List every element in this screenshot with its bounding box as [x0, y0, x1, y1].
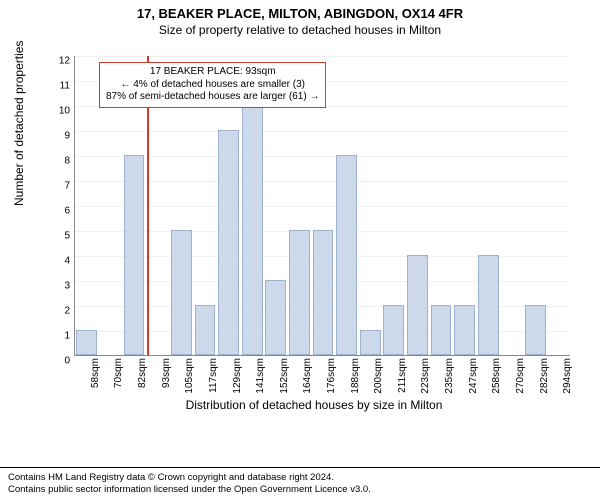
- y-tick-label: 4: [54, 256, 70, 267]
- x-tick-label: 82sqm: [137, 358, 148, 388]
- x-tick-label: 164sqm: [302, 358, 313, 394]
- bar: [336, 155, 357, 355]
- bar: [360, 330, 381, 355]
- y-tick-label: 6: [54, 206, 70, 217]
- y-axis-ticks: 0123456789101112: [54, 56, 72, 356]
- x-tick-label: 211sqm: [397, 358, 408, 393]
- x-tick-label: 70sqm: [113, 358, 124, 388]
- bar: [265, 280, 286, 355]
- x-tick-label: 282sqm: [539, 358, 550, 394]
- bar: [76, 330, 97, 355]
- bar: [407, 255, 428, 355]
- y-tick-label: 5: [54, 231, 70, 242]
- y-tick-label: 7: [54, 181, 70, 192]
- x-tick-label: 247sqm: [468, 358, 479, 394]
- x-tick-label: 235sqm: [444, 358, 455, 394]
- bar: [218, 130, 239, 355]
- bar: [383, 305, 404, 355]
- page-title: 17, BEAKER PLACE, MILTON, ABINGDON, OX14…: [0, 6, 600, 21]
- footer-line-2: Contains public sector information licen…: [8, 484, 592, 496]
- x-tick-label: 200sqm: [373, 358, 384, 394]
- x-axis-label: Distribution of detached houses by size …: [54, 398, 574, 412]
- x-tick-label: 176sqm: [326, 358, 337, 394]
- x-tick-label: 223sqm: [420, 358, 431, 394]
- x-tick-label: 105sqm: [184, 358, 195, 394]
- callout-line-3: 87% of semi-detached houses are larger (…: [106, 91, 319, 104]
- bar: [242, 105, 263, 355]
- chart-area: Number of detached properties 0123456789…: [54, 48, 574, 408]
- x-tick-label: 141sqm: [255, 358, 266, 394]
- footer-line-1: Contains HM Land Registry data © Crown c…: [8, 472, 592, 484]
- x-tick-label: 258sqm: [491, 358, 502, 394]
- x-tick-label: 117sqm: [208, 358, 219, 393]
- x-tick-label: 93sqm: [161, 358, 172, 388]
- x-axis-ticks: 58sqm 70sqm 82sqm 93sqm 105sqm 117sqm 129sqm 14…: [74, 356, 570, 396]
- chart-container: 17, BEAKER PLACE, MILTON, ABINGDON, OX14…: [0, 0, 600, 500]
- y-tick-label: 12: [54, 56, 70, 67]
- bar: [171, 230, 192, 355]
- x-tick-label: 129sqm: [232, 358, 243, 394]
- y-tick-label: 8: [54, 156, 70, 167]
- bar: [195, 305, 216, 355]
- bar: [313, 230, 334, 355]
- bar: [289, 230, 310, 355]
- y-tick-label: 3: [54, 281, 70, 292]
- x-tick-label: 152sqm: [279, 358, 290, 394]
- callout-line-2: ← 4% of detached houses are smaller (3): [106, 79, 319, 92]
- x-tick-label: 270sqm: [515, 358, 526, 394]
- y-tick-label: 2: [54, 306, 70, 317]
- title-block: 17, BEAKER PLACE, MILTON, ABINGDON, OX14…: [0, 0, 600, 37]
- callout-line-1: 17 BEAKER PLACE: 93sqm: [106, 66, 319, 79]
- bar: [525, 305, 546, 355]
- plot-area: 17 BEAKER PLACE: 93sqm ← 4% of detached …: [74, 56, 570, 356]
- bar: [478, 255, 499, 355]
- y-tick-label: 9: [54, 131, 70, 142]
- y-tick-label: 0: [54, 356, 70, 367]
- bar: [454, 305, 475, 355]
- x-tick-label: 188sqm: [350, 358, 361, 394]
- y-axis-label: Number of detached properties: [12, 41, 26, 206]
- y-tick-label: 1: [54, 331, 70, 342]
- bar: [431, 305, 452, 355]
- x-tick-label: 58sqm: [90, 358, 101, 388]
- y-tick-label: 10: [54, 106, 70, 117]
- attribution-footer: Contains HM Land Registry data © Crown c…: [0, 467, 600, 496]
- callout-box: 17 BEAKER PLACE: 93sqm ← 4% of detached …: [99, 62, 326, 108]
- page-subtitle: Size of property relative to detached ho…: [0, 23, 600, 37]
- x-tick-label: 294sqm: [562, 358, 573, 394]
- y-tick-label: 11: [54, 81, 70, 92]
- bar: [124, 155, 145, 355]
